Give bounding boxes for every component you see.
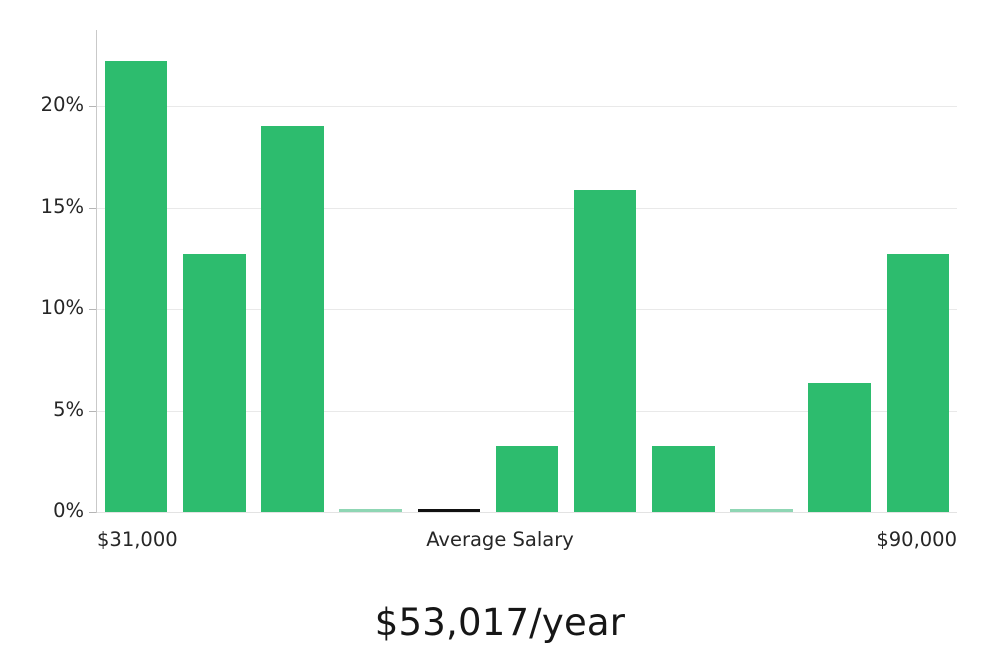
gridline-0 [97,512,957,513]
x-axis-title: Average Salary [426,528,574,551]
y-tick-label: 10% [40,296,84,319]
bar[interactable] [417,509,481,512]
gridline-10 [97,309,957,310]
y-tick-mark [89,309,96,310]
y-tick-label: 0% [53,499,84,522]
y-tick-mark [89,512,96,513]
plot-area [97,30,957,512]
bar[interactable] [886,254,950,512]
bar[interactable] [652,446,715,512]
gridline-15 [97,207,957,209]
bar[interactable] [104,61,168,512]
x-axis-max-label: $90,000 [876,528,957,551]
y-tick-mark [89,106,96,107]
bar[interactable] [808,383,871,512]
y-tick-label: 5% [53,397,84,421]
y-axis-spine [96,30,97,513]
gridline-20 [97,106,957,107]
bar[interactable] [495,446,559,512]
y-tick-label: 15% [40,194,84,218]
y-tick-mark [89,207,96,209]
average-salary-value: $53,017/year [374,601,626,644]
bar[interactable] [261,126,324,512]
y-tick-label: 20% [40,93,84,116]
gridline-5 [97,410,957,412]
bar[interactable] [339,509,402,512]
bar[interactable] [183,254,246,512]
bar[interactable] [573,190,637,512]
y-tick-mark [89,410,96,412]
x-axis-min-label: $31,000 [97,528,178,551]
bar[interactable] [730,509,793,512]
